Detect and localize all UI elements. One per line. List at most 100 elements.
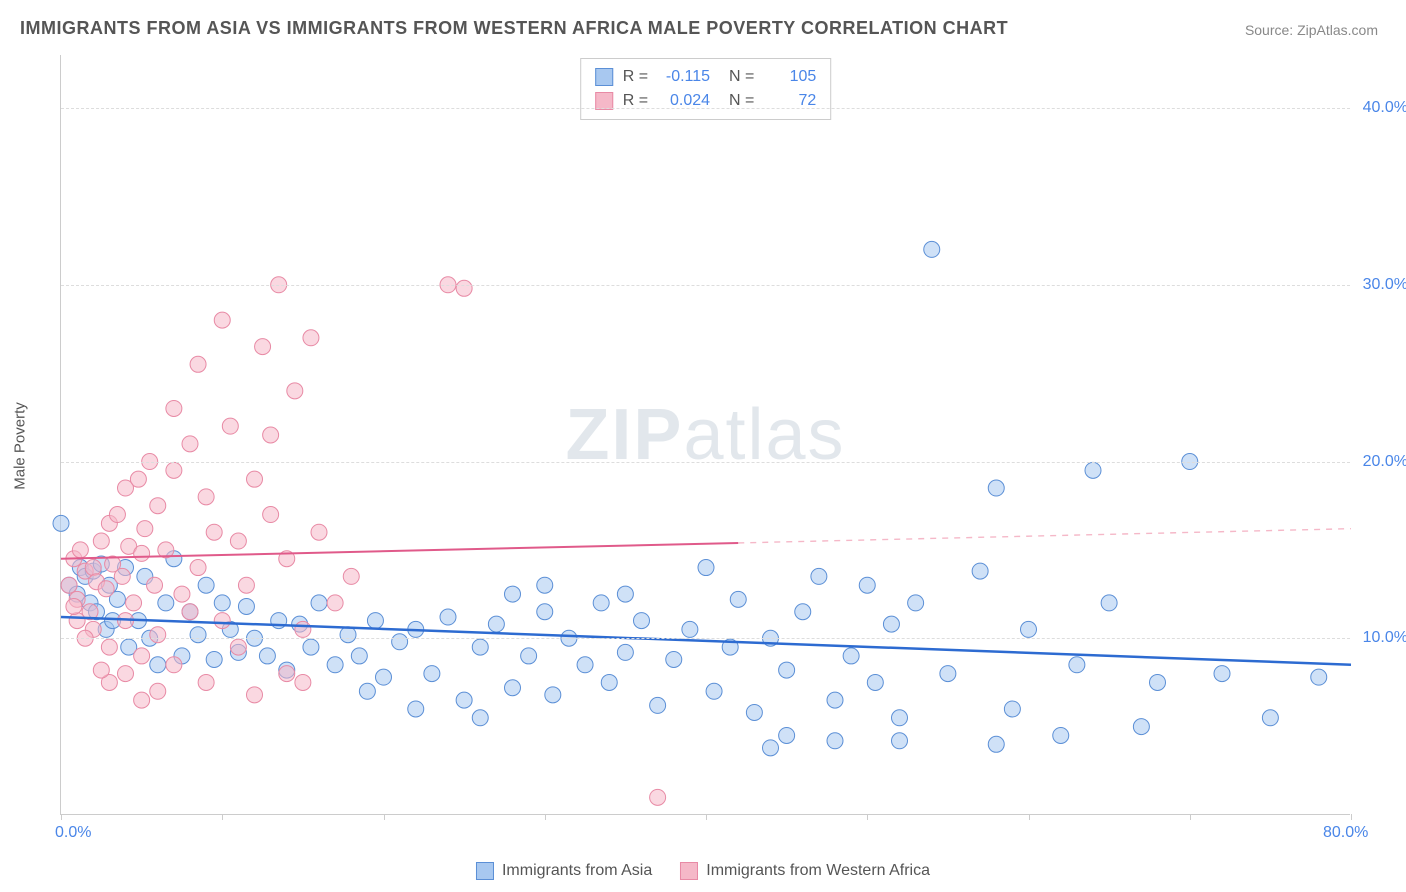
- scatter-point-asia: [924, 241, 940, 257]
- scatter-point-wafrica: [150, 683, 166, 699]
- scatter-point-asia: [601, 674, 617, 690]
- scatter-point-wafrica: [456, 280, 472, 296]
- scatter-point-asia: [577, 657, 593, 673]
- stat-n-value: 72: [764, 89, 816, 113]
- scatter-point-asia: [617, 586, 633, 602]
- scatter-point-asia: [843, 648, 859, 664]
- stats-legend-row: R =-0.115 N =105: [595, 65, 817, 89]
- stats-legend-row: R = 0.024 N = 72: [595, 89, 817, 113]
- scatter-point-wafrica: [303, 330, 319, 346]
- stat-r-label: R =: [623, 89, 648, 113]
- bottom-legend: Immigrants from Asia Immigrants from West…: [476, 862, 930, 880]
- scatter-point-asia: [259, 648, 275, 664]
- x-tick-mark: [61, 814, 62, 820]
- x-tick-mark: [867, 814, 868, 820]
- scatter-point-wafrica: [295, 674, 311, 690]
- source-attribution: Source: ZipAtlas.com: [1245, 22, 1378, 38]
- scatter-point-asia: [424, 666, 440, 682]
- scatter-point-asia: [456, 692, 472, 708]
- scatter-point-wafrica: [263, 427, 279, 443]
- scatter-point-wafrica: [279, 666, 295, 682]
- scatter-point-asia: [1053, 727, 1069, 743]
- scatter-point-asia: [1069, 657, 1085, 673]
- scatter-point-asia: [682, 621, 698, 637]
- scatter-point-asia: [392, 634, 408, 650]
- scatter-point-wafrica: [147, 577, 163, 593]
- scatter-point-wafrica: [66, 598, 82, 614]
- plot-svg: [61, 55, 1350, 814]
- scatter-point-asia: [908, 595, 924, 611]
- legend-label: Immigrants from Asia: [502, 862, 652, 880]
- gridline: [61, 285, 1350, 286]
- bottom-legend-item: Immigrants from Asia: [476, 862, 652, 880]
- scatter-point-asia: [505, 586, 521, 602]
- scatter-point-wafrica: [190, 356, 206, 372]
- scatter-point-wafrica: [150, 627, 166, 643]
- scatter-point-wafrica: [118, 666, 134, 682]
- scatter-point-asia: [150, 657, 166, 673]
- scatter-point-wafrica: [230, 639, 246, 655]
- scatter-point-asia: [779, 662, 795, 678]
- scatter-point-wafrica: [166, 657, 182, 673]
- scatter-point-asia: [972, 563, 988, 579]
- scatter-point-wafrica: [343, 568, 359, 584]
- scatter-point-wafrica: [198, 674, 214, 690]
- stats-legend: R =-0.115 N =105R = 0.024 N = 72: [580, 58, 832, 120]
- scatter-point-wafrica: [311, 524, 327, 540]
- legend-label: Immigrants from Western Africa: [706, 862, 930, 880]
- scatter-point-asia: [867, 674, 883, 690]
- scatter-point-wafrica: [182, 436, 198, 452]
- scatter-point-wafrica: [182, 604, 198, 620]
- scatter-point-asia: [327, 657, 343, 673]
- scatter-point-asia: [1085, 462, 1101, 478]
- scatter-point-wafrica: [150, 498, 166, 514]
- stat-r-value: 0.024: [658, 89, 710, 113]
- scatter-point-asia: [198, 577, 214, 593]
- scatter-point-asia: [537, 577, 553, 593]
- source-link[interactable]: ZipAtlas.com: [1297, 22, 1378, 38]
- scatter-point-wafrica: [134, 648, 150, 664]
- scatter-point-asia: [1004, 701, 1020, 717]
- scatter-point-wafrica: [137, 521, 153, 537]
- scatter-point-wafrica: [287, 383, 303, 399]
- scatter-point-asia: [859, 577, 875, 593]
- stat-n-label: N =: [720, 89, 754, 113]
- scatter-point-asia: [827, 692, 843, 708]
- scatter-point-asia: [472, 710, 488, 726]
- scatter-point-asia: [158, 595, 174, 611]
- scatter-point-asia: [763, 740, 779, 756]
- stat-r-value: -0.115: [658, 65, 710, 89]
- scatter-point-wafrica: [101, 639, 117, 655]
- scatter-point-asia: [706, 683, 722, 699]
- y-tick-label: 40.0%: [1363, 99, 1406, 117]
- scatter-point-asia: [795, 604, 811, 620]
- scatter-point-wafrica: [263, 507, 279, 523]
- scatter-point-wafrica: [134, 545, 150, 561]
- scatter-point-asia: [746, 704, 762, 720]
- scatter-point-asia: [214, 595, 230, 611]
- scatter-point-wafrica: [214, 613, 230, 629]
- scatter-point-wafrica: [126, 595, 142, 611]
- scatter-point-asia: [988, 480, 1004, 496]
- scatter-point-asia: [988, 736, 1004, 752]
- scatter-point-wafrica: [109, 507, 125, 523]
- scatter-point-wafrica: [198, 489, 214, 505]
- legend-swatch: [595, 68, 613, 86]
- x-tick-mark: [545, 814, 546, 820]
- scatter-point-asia: [311, 595, 327, 611]
- scatter-point-wafrica: [114, 568, 130, 584]
- scatter-point-asia: [1214, 666, 1230, 682]
- scatter-point-wafrica: [166, 400, 182, 416]
- scatter-point-wafrica: [85, 560, 101, 576]
- scatter-point-wafrica: [166, 462, 182, 478]
- gridline: [61, 638, 1350, 639]
- y-tick-label: 20.0%: [1363, 453, 1406, 471]
- scatter-point-wafrica: [72, 542, 88, 558]
- x-tick-mark: [384, 814, 385, 820]
- scatter-point-wafrica: [190, 560, 206, 576]
- scatter-point-asia: [505, 680, 521, 696]
- x-tick-mark: [706, 814, 707, 820]
- scatter-point-asia: [593, 595, 609, 611]
- source-label: Source:: [1245, 22, 1293, 38]
- scatter-point-wafrica: [230, 533, 246, 549]
